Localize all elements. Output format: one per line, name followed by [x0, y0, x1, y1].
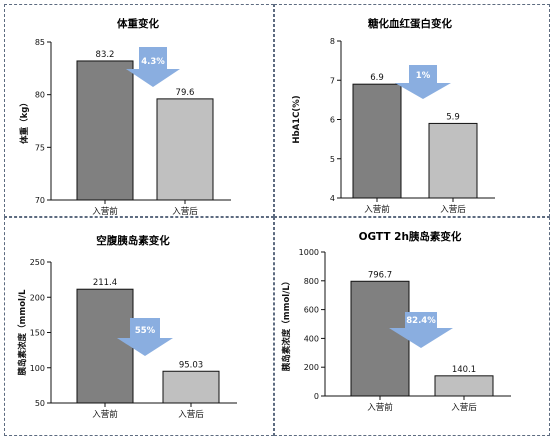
bar-before [76, 288, 134, 404]
y-axis-label: HbA1C(%) [292, 95, 302, 143]
y-tick-label: 200 [304, 363, 319, 372]
decrease-percent-label: 1% [416, 71, 431, 81]
y-axis-label: 胰岛素浓度（mmol/L [17, 289, 28, 377]
y-tick-label: 150 [30, 329, 45, 338]
bar-after [162, 370, 220, 404]
bar-after [428, 122, 478, 199]
y-tick-label: 1000 [299, 248, 319, 257]
y-tick-label: 50 [35, 399, 45, 408]
decrease-percent-label: 55% [135, 326, 156, 336]
y-axis-label: 体重（kg） [19, 98, 30, 144]
x-tick-label: 入营后 [440, 204, 466, 215]
y-tick-label: 5 [330, 155, 335, 164]
x-tick-label: 入营后 [451, 402, 477, 413]
decrease-arrow-icon [126, 47, 180, 87]
decrease-arrow-icon [389, 312, 453, 348]
chart-title: 糖化血红蛋白变化 [368, 17, 452, 30]
bar-after [434, 375, 494, 397]
y-tick-label: 100 [30, 364, 45, 373]
y-tick-label: 70 [35, 196, 45, 205]
chart-panel-fasting-insulin: 空腹胰岛素变化胰岛素浓度（mmol/L 50 100 150 200 250 211.4 入营… [4, 217, 274, 436]
chart-svg-hba1c: 糖化血红蛋白变化 HbA1C(%) 4 5 6 7 8 6.9 入营前 5.9 入营后 1% [292, 17, 495, 215]
chart-title: 体重变化 [117, 17, 159, 30]
bar-before [350, 280, 410, 397]
bar-value-label: 796.7 [368, 270, 392, 280]
y-tick-label: 0 [314, 392, 319, 401]
decrease-arrow-icon [395, 65, 451, 99]
bar-before [352, 83, 402, 199]
bar-value-label: 6.9 [370, 73, 384, 83]
decrease-arrow-icon [117, 318, 173, 356]
x-tick-label: 入营后 [178, 409, 204, 420]
bar-value-label: 79.6 [176, 88, 195, 98]
bar-value-label: 83.2 [96, 50, 115, 60]
x-tick-label: 入营前 [364, 204, 390, 215]
chart-panel-weight: 体重变化体重（kg） 70 75 80 85 83.2 入营前 79.6 入营后 4.3% [4, 4, 274, 217]
bar-before [76, 60, 134, 201]
y-tick-label: 75 [35, 143, 45, 152]
y-tick-label: 600 [304, 306, 319, 315]
x-tick-label: 入营前 [92, 409, 118, 420]
y-tick-label: 85 [35, 38, 45, 47]
chart-title: OGTT 2h胰岛素变化 [359, 230, 462, 243]
y-tick-label: 400 [304, 334, 319, 343]
y-axis-label: 胰岛素浓度（mmol/L） [281, 277, 292, 373]
bar-after [156, 98, 214, 201]
chart-panel-ogtt-insulin: OGTT 2h胰岛素变化胰岛素浓度（mmol/L） 0 200 400 600 800 10… [274, 217, 550, 436]
y-tick-label: 7 [330, 76, 335, 85]
bar-value-label: 95.03 [179, 360, 203, 370]
chart-panel-hba1c: 糖化血红蛋白变化 HbA1C(%) 4 5 6 7 8 6.9 入营前 5.9 入营后 1% [274, 4, 550, 217]
y-tick-label: 4 [330, 194, 335, 203]
chart-title: 空腹胰岛素变化 [96, 234, 170, 247]
bar-value-label: 5.9 [446, 112, 460, 122]
x-tick-label: 入营后 [172, 206, 198, 217]
bar-value-label: 211.4 [93, 278, 117, 288]
x-tick-label: 入营前 [367, 402, 393, 413]
x-tick-label: 入营前 [92, 206, 118, 217]
y-tick-label: 8 [330, 37, 335, 46]
decrease-percent-label: 4.3% [141, 57, 165, 67]
y-tick-label: 250 [30, 258, 45, 267]
y-tick-label: 80 [35, 91, 45, 100]
y-tick-label: 200 [30, 293, 45, 302]
decrease-percent-label: 82.4% [406, 316, 436, 326]
y-tick-label: 6 [330, 116, 335, 125]
y-tick-label: 800 [304, 277, 319, 286]
bar-value-label: 140.1 [452, 365, 476, 375]
